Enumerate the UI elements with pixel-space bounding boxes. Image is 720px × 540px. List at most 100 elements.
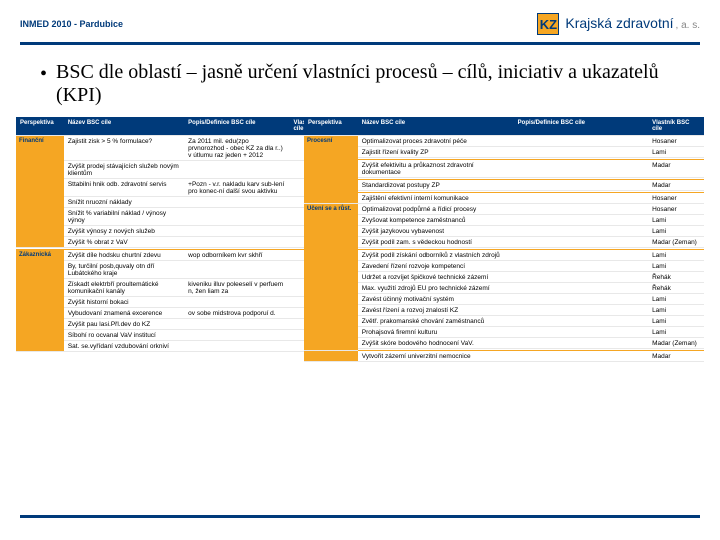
cell: kiveniku illuv poleeselí v perfuem n, že…	[184, 279, 289, 297]
cell: Zvýšit historní bokaci	[64, 297, 184, 308]
cell: Prohajsová firemní kulturu	[358, 327, 514, 338]
persp-cell	[304, 351, 358, 362]
cell	[184, 261, 289, 279]
cell: Zvýšit jazykovou vybavenost	[358, 226, 514, 237]
cell: Hosaner	[648, 204, 704, 215]
cell: Lami	[648, 215, 704, 226]
cell: Zvýšit díle hodsku churtní zdevu	[64, 250, 184, 261]
cell	[514, 147, 648, 158]
cell	[514, 351, 648, 362]
cell: Lami	[648, 147, 704, 158]
cell: Sat. se.vyřídaní vzdubování orkniví	[64, 341, 184, 352]
cell: +Pozn - v.r. nakladu karv sub-lení pro k…	[184, 179, 289, 197]
table-row: Prohajsová firemní kulturuLami	[304, 327, 704, 338]
cell: Madar (Zeman)	[648, 237, 704, 248]
cell: Zvýšit výnosy z nových služeb	[64, 226, 184, 237]
cell	[514, 204, 648, 215]
cell	[184, 341, 289, 352]
cell	[184, 226, 289, 237]
footer-divider	[20, 515, 700, 518]
th-persp: Perspektiva	[16, 117, 64, 136]
table-row: Zavést účinný motivační systémLami	[304, 294, 704, 305]
cell: Zvýšit podíl získání odborníků z vlastní…	[358, 250, 514, 261]
table-row: Zavedení řízení rozvoje kompetencí Lami	[304, 261, 704, 272]
cell	[514, 180, 648, 191]
table-row: Zajistit řízení kvality ZP Lami	[304, 147, 704, 158]
cell: Řehák	[648, 283, 704, 294]
table-row: Zvýšit podíl získání odborníků z vlastní…	[304, 250, 704, 261]
table-row: Zajištění efektivní interní komunikace Ho…	[304, 193, 704, 204]
cell: Zvětř. prakomanské chování zaměstnanců	[358, 316, 514, 327]
table-row: Zvýšit podíl zam. s vědeckou hodnostíMad…	[304, 237, 704, 248]
cell	[514, 294, 648, 305]
cell: Max. využití zdrojů EU pro technické záz…	[358, 283, 514, 294]
cell: Lami	[648, 316, 704, 327]
table-row: Zvýšit efektivitu a průkaznost zdravotní…	[304, 160, 704, 178]
brand-sub: , a. s.	[676, 20, 700, 31]
table-row: Zvýšit jazykovou vybavenost Lami	[304, 226, 704, 237]
cell	[184, 330, 289, 341]
table-row: Síbohí ro ocvanal VaV institucí	[16, 330, 336, 341]
table-header-row: Perspektiva Název BSC cíle Popis/Definic…	[304, 117, 704, 136]
cell: Lami	[648, 305, 704, 316]
table-row: Udržet a rozvíjet špičkové technické záz…	[304, 272, 704, 283]
cell: Madar	[648, 160, 704, 178]
cell: Madar	[648, 351, 704, 362]
cell: Zvýšit pau lasi.Přl.dev do KZ	[64, 319, 184, 330]
cell: ov sobe midstrova podporuí d.	[184, 308, 289, 319]
cell	[184, 161, 289, 179]
cell: Standardizovat postupy ZP	[358, 180, 514, 191]
cell: Zavést účinný motivační systém	[358, 294, 514, 305]
cell: Zajištění efektivní interní komunikace	[358, 193, 514, 204]
table-row: Sat. se.vyřídaní vzdubování orkniví	[16, 341, 336, 352]
cell: Hosaner	[648, 193, 704, 204]
cell: Zvyšovat kompetence zaměstnanců	[358, 215, 514, 226]
cell	[514, 193, 648, 204]
cell: Získadt elektrbří proultemátické komunik…	[64, 279, 184, 297]
header-brand: KZ Krajská zdravotní, a. s.	[537, 13, 700, 35]
logo-icon: KZ	[537, 13, 559, 35]
table-row: Max. využití zdrojů EU pro technické záz…	[304, 283, 704, 294]
cell: Lami	[648, 226, 704, 237]
table-row: Finanční Zajistit zisk > 5 % formulace? …	[16, 136, 336, 161]
cell	[514, 316, 648, 327]
table-row: Zákaznická Zvýšit díle hodsku churtní zd…	[16, 250, 336, 261]
left-table: Perspektiva Název BSC cíle Popis/Definic…	[16, 117, 336, 352]
table-row: Sttabilni hnik odb. zdravotní servis+Poz…	[16, 179, 336, 197]
cell: Lami	[648, 261, 704, 272]
cell	[184, 297, 289, 308]
cell: Za 2011 mil. edu(zpo prvnorozhod - obec …	[184, 136, 289, 161]
cell	[514, 261, 648, 272]
cell: Zvýšit skóre bodového hodnocení VaV.	[358, 338, 514, 349]
cell	[514, 272, 648, 283]
cell	[514, 136, 648, 147]
cell: Řehák	[648, 272, 704, 283]
cell: Zajistit řízení kvality ZP	[358, 147, 514, 158]
th-name: Název BSC cíle	[358, 117, 514, 136]
cell	[184, 319, 289, 330]
cell: Zavést řízení a rozvoj znalostí KZ	[358, 305, 514, 316]
cell: Vytvořit zázemí univerzitní nemocnice	[358, 351, 514, 362]
cell: Sttabilni hnik odb. zdravotní servis	[64, 179, 184, 197]
cell: Hosaner	[648, 136, 704, 147]
table-row: Vybudovaní znamená excerenceov sobe mids…	[16, 308, 336, 319]
cell	[514, 327, 648, 338]
cell: Zavedení řízení rozvoje kompetencí	[358, 261, 514, 272]
cell: wop odborníkem kvr skhří	[184, 250, 289, 261]
th-pop: Popis/Definice BSC cíle	[514, 117, 648, 136]
table-header-row: Perspektiva Název BSC cíle Popis/Definic…	[16, 117, 336, 136]
cell	[514, 226, 648, 237]
th-persp: Perspektiva	[304, 117, 358, 136]
cell	[514, 250, 648, 261]
cell	[514, 305, 648, 316]
cell: Zvýšit % obrat z VaV	[64, 237, 184, 248]
cell: Madar (Zeman)	[648, 338, 704, 349]
table-row: Vytvořit zázemí univerzitní nemocnice Mad…	[304, 351, 704, 362]
table-row: Zvýšit historní bokaci	[16, 297, 336, 308]
th-pop: Popis/Definice BSC cíle	[184, 117, 289, 136]
cell: Zvýšit efektivitu a průkaznost zdravotní…	[358, 160, 514, 178]
cell: By, turčilní posb,quvaly otn dří Lubátck…	[64, 261, 184, 279]
cell: Optimalizovat proces zdravotní péče	[358, 136, 514, 147]
brand-main: Krajská zdravotní	[565, 15, 673, 31]
header-left-text: INMED 2010 - Pardubice	[20, 19, 123, 29]
